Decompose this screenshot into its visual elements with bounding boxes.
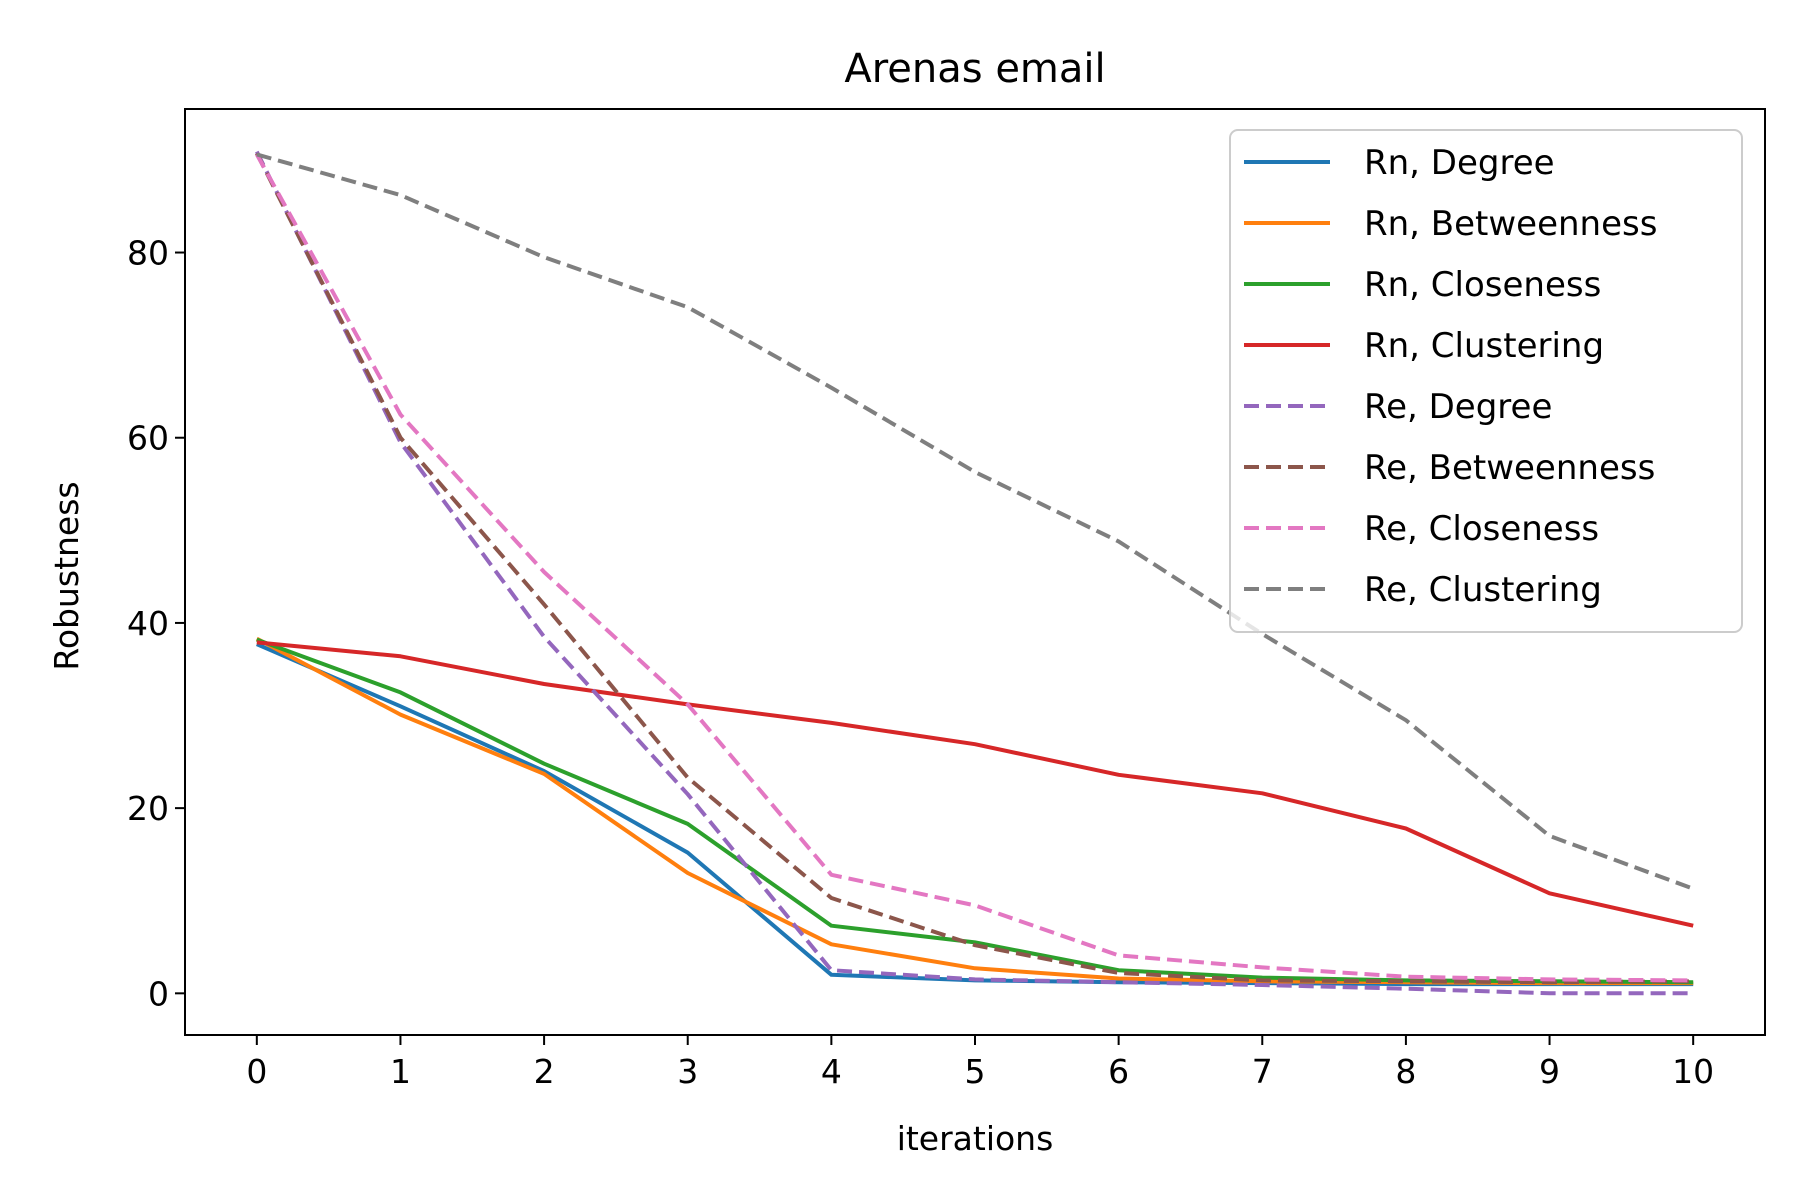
legend-label-rn-closeness: Rn, Closeness [1364, 265, 1601, 305]
y-tick-label: 0 [148, 974, 169, 1013]
x-tick-label: 5 [965, 1052, 986, 1091]
x-tick-label: 6 [1108, 1052, 1129, 1091]
series-line-re-betweenness [255, 152, 1694, 985]
series-line-rn-closeness [256, 637, 1694, 985]
x-tick-label: 8 [1395, 1052, 1416, 1091]
series-line-re-closeness [255, 153, 1694, 983]
legend-label-re-clustering: Re, Clustering [1364, 570, 1602, 610]
y-tick-label: 60 [127, 419, 169, 458]
legend-label-rn-clustering: Rn, Clustering [1364, 326, 1604, 366]
x-tick-label: 0 [246, 1052, 267, 1091]
legend-label-re-closeness: Re, Closeness [1364, 509, 1599, 549]
x-axis: 0 1 2 3 4 5 6 7 8 9 10 [246, 1035, 1714, 1091]
y-tick-label: 20 [127, 789, 169, 828]
x-tick-label: 4 [821, 1052, 842, 1091]
x-tick-label: 2 [534, 1052, 555, 1091]
chart-title: Arenas email [844, 46, 1105, 92]
series-line-re-degree [255, 150, 1694, 996]
y-axis: 0 20 40 60 80 [127, 234, 185, 1013]
x-tick-label: 10 [1672, 1052, 1714, 1091]
x-tick-label: 1 [390, 1052, 411, 1091]
legend: Rn, Degree Rn, Betweenness Rn, Closeness Rn… [1229, 129, 1743, 633]
series-line-rn-betweenness [255, 636, 1694, 986]
x-tick-label: 9 [1539, 1052, 1560, 1091]
y-axis-label: Robustness [47, 481, 86, 670]
legend-box [1229, 129, 1743, 633]
series-line-rn-clustering [256, 640, 1694, 928]
x-tick-label: 7 [1252, 1052, 1273, 1091]
series-lines [255, 150, 1694, 996]
y-tick-label: 80 [127, 234, 169, 273]
series-line-rn-degree [256, 642, 1694, 987]
legend-label-re-degree: Re, Degree [1364, 387, 1552, 427]
legend-label-rn-betweenness: Rn, Betweenness [1364, 204, 1657, 244]
y-tick-label: 40 [127, 604, 169, 643]
legend-label-re-betweenness: Re, Betweenness [1364, 448, 1655, 488]
legend-label-rn-degree: Rn, Degree [1364, 143, 1555, 183]
x-axis-label: iterations [897, 1119, 1054, 1158]
x-tick-label: 3 [677, 1052, 698, 1091]
series-line-re-clustering [256, 152, 1694, 891]
